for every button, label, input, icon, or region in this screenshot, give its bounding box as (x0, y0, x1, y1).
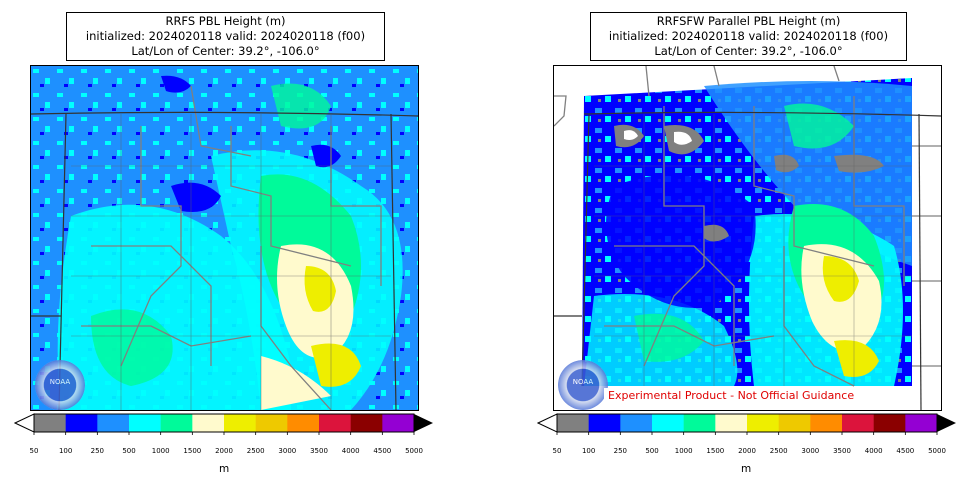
colorbar-segment (255, 414, 288, 432)
colorbar-tick-label: 1000 (151, 447, 170, 455)
colorbar-tick-label: 3000 (278, 447, 297, 455)
left-unit-label: m (219, 463, 230, 475)
left-logo-text: NOAA (49, 378, 71, 386)
colorbar-tick-label: 5000 (405, 447, 423, 455)
colorbar-segment (652, 414, 684, 432)
colorbar-segment (778, 414, 811, 432)
right-colorbar (537, 413, 956, 435)
colorbar-segment (715, 414, 748, 432)
right-noaa-logo-icon: NOAA (558, 360, 608, 410)
left-noaa-logo-icon: NOAA (35, 360, 85, 410)
colorbar-segment (160, 414, 193, 432)
right-title: RRFSFW Parallel PBL Height (m) (656, 14, 841, 28)
colorbar-segment (97, 414, 130, 432)
colorbar-segment (747, 414, 779, 432)
disclaimer-label: Experimental Product - Not Official Guid… (604, 388, 859, 403)
colorbar-over-arrow (414, 414, 433, 432)
colorbar-tick-label: 2500 (769, 447, 788, 455)
right-unit-label: m (741, 463, 752, 475)
colorbar-tick-label: 3500 (833, 447, 851, 455)
colorbar-tick-label: 250 (90, 447, 105, 455)
colorbar-tick-label: 250 (613, 447, 628, 455)
colorbar-tick-label: 100 (58, 447, 73, 455)
right-center: Lat/Lon of Center: 39.2°, -106.0° (654, 44, 843, 58)
colorbar-tick-label: 50 (29, 447, 39, 455)
colorbar-tick-label: 5000 (928, 447, 946, 455)
colorbar-tick-label: 500 (645, 447, 659, 455)
colorbar-segment (810, 414, 843, 432)
colorbar-segment (905, 414, 938, 432)
colorbar-segment (842, 414, 874, 432)
colorbar-segment (224, 414, 256, 432)
colorbar-tick-label: 1000 (674, 447, 693, 455)
colorbar-segment (319, 414, 351, 432)
colorbar-segment (873, 414, 906, 432)
left-colorbar (14, 413, 433, 435)
colorbar-segment (382, 414, 415, 432)
colorbar-segment (350, 414, 383, 432)
right-map: NOAA Experimental Product - Not Official… (553, 65, 942, 411)
colorbar-segment (620, 414, 653, 432)
colorbar-under-arrow (14, 413, 35, 433)
colorbar-segment (192, 414, 225, 432)
colorbar-tick-label: 4500 (896, 447, 915, 455)
colorbar-tick-label: 4500 (373, 447, 392, 455)
colorbar-tick-label: 3500 (310, 447, 328, 455)
colorbar-tick-label: 50 (552, 447, 562, 455)
colorbar-segment (65, 414, 98, 432)
right-init-valid: initialized: 2024020118 valid: 202402011… (608, 29, 889, 43)
colorbar-tick-label: 2000 (215, 447, 233, 455)
right-map-svg (554, 66, 941, 410)
left-map: NOAA (30, 65, 419, 411)
right-title-box: RRFSFW Parallel PBL Height (m) initializ… (590, 12, 907, 61)
colorbar-tick-label: 1500 (183, 447, 202, 455)
colorbar-tick-label: 4000 (341, 447, 360, 455)
colorbar-segment (34, 414, 66, 432)
colorbar-tick-label: 500 (122, 447, 136, 455)
colorbar-segment (129, 414, 161, 432)
colorbar-segment (557, 414, 589, 432)
colorbar-tick-label: 2000 (738, 447, 756, 455)
colorbar-under-arrow (537, 413, 558, 433)
left-map-svg (31, 66, 418, 410)
left-center: Lat/Lon of Center: 39.2°, -106.0° (131, 44, 320, 58)
left-init-valid: initialized: 2024020118 valid: 202402011… (85, 29, 366, 43)
colorbar-tick-label: 100 (581, 447, 596, 455)
left-title: RRFS PBL Height (m) (165, 14, 286, 28)
colorbar-over-arrow (937, 414, 956, 432)
colorbar-segment (588, 414, 621, 432)
right-logo-text: NOAA (572, 378, 594, 386)
colorbar-tick-label: 3000 (801, 447, 820, 455)
colorbar-tick-label: 2500 (246, 447, 265, 455)
colorbar-tick-label: 1500 (706, 447, 725, 455)
colorbar-tick-label: 4000 (864, 447, 883, 455)
colorbar-segment (287, 414, 320, 432)
colorbar-segment (683, 414, 716, 432)
left-title-box: RRFS PBL Height (m) initialized: 2024020… (66, 12, 385, 61)
